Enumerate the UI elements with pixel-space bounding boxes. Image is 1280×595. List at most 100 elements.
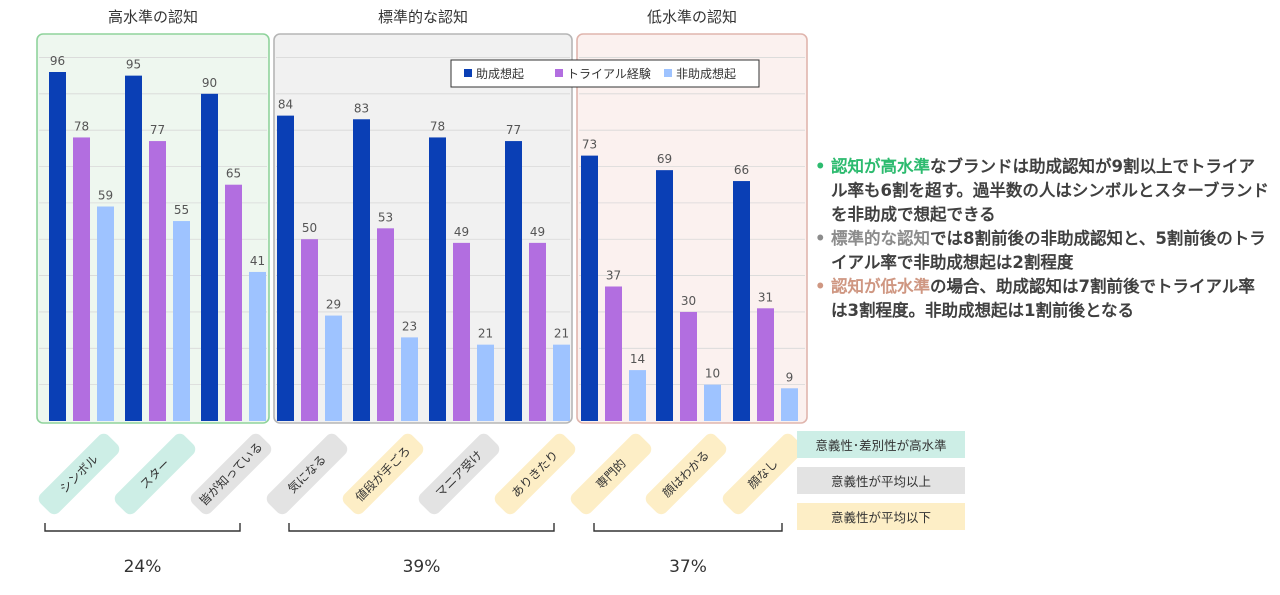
legend-label: 非助成想起 xyxy=(676,66,736,81)
category-tag: 顔はわかる xyxy=(645,433,727,515)
category-tag-bg xyxy=(418,433,500,515)
insight-notes: • 認知が高水準なブランドは助成認知が9割以上でトライアル率も6割を超す。過半数… xyxy=(815,155,1270,323)
bar xyxy=(249,271,266,421)
group-bracket xyxy=(44,523,241,532)
data-label: 49 xyxy=(454,225,469,239)
note-text: では8割前後の非助成認知と、5割前後のトライアル率で非助成想起は2割程度 xyxy=(831,229,1266,272)
category-tag-bg xyxy=(494,433,576,515)
bar xyxy=(656,170,673,421)
legend-box xyxy=(450,59,760,88)
bar xyxy=(680,311,697,421)
note-text: の場合、助成認知は7割前後でトライアル率は3割程度。非助成想起は1割前後となる xyxy=(831,277,1255,320)
data-label: 83 xyxy=(354,101,369,115)
data-label: 50 xyxy=(302,221,317,235)
bar xyxy=(353,119,370,422)
category-tag: マニア受け xyxy=(418,433,500,515)
bar xyxy=(429,137,446,421)
data-label: 66 xyxy=(734,163,749,177)
group-share: 39% xyxy=(403,557,441,577)
category-tag-bg xyxy=(266,433,348,515)
bar xyxy=(704,384,721,421)
category-tag: 皆が知っている xyxy=(190,433,272,515)
legend-swatch xyxy=(464,69,472,77)
category-label: 皆が知っている xyxy=(196,439,266,509)
bar xyxy=(325,315,342,421)
data-label: 77 xyxy=(506,123,521,137)
category-tag: 値段が手ごろ xyxy=(342,433,424,515)
bar xyxy=(605,286,622,421)
tag-legend-high: 意義性･差別性が高水準 xyxy=(797,431,965,458)
category-tag-bg xyxy=(190,433,272,515)
category-tag-bg xyxy=(722,433,804,515)
note-text: なブランドは助成認知が9割以上でトライアル率も6割を超す。過半数の人はシンボルと… xyxy=(831,157,1269,224)
group-share: 24% xyxy=(124,557,162,577)
data-label: 59 xyxy=(98,189,113,203)
note-bullet: • xyxy=(815,229,826,248)
note-bullet: • xyxy=(815,277,826,296)
bar xyxy=(529,242,546,421)
data-label: 14 xyxy=(630,352,645,366)
bar xyxy=(733,181,750,421)
bar xyxy=(581,155,598,422)
data-label: 90 xyxy=(202,76,217,90)
bar xyxy=(401,337,418,421)
bar xyxy=(225,184,242,421)
data-label: 30 xyxy=(681,294,696,308)
data-label: 21 xyxy=(478,327,493,341)
bar xyxy=(149,141,166,421)
note-low: • 認知が低水準の場合、助成認知は7割前後でトライアル率は3割程度。非助成想起は… xyxy=(815,275,1270,323)
bar xyxy=(505,141,522,421)
bar xyxy=(453,242,470,421)
bar xyxy=(757,308,774,421)
bar xyxy=(377,228,394,421)
category-tag: 顔なし xyxy=(722,433,804,515)
data-label: 31 xyxy=(758,290,773,304)
category-label: 値段が手ごろ xyxy=(352,443,414,505)
category-tag-bg xyxy=(342,433,424,515)
legend-label: 助成想起 xyxy=(476,66,524,81)
group-bracket xyxy=(593,523,783,532)
category-tag: ありきたり xyxy=(494,433,576,515)
category-tag-bg xyxy=(570,433,652,515)
group-title: 標準的な認知 xyxy=(378,8,468,26)
data-label: 55 xyxy=(174,203,189,217)
data-label: 69 xyxy=(657,152,672,166)
legend-swatch xyxy=(555,69,563,77)
category-tag-bg xyxy=(645,433,727,515)
data-label: 41 xyxy=(250,254,265,268)
bar xyxy=(73,137,90,421)
category-tag: シンボル xyxy=(38,433,120,515)
data-label: 77 xyxy=(150,123,165,137)
category-tag: 気になる xyxy=(266,433,348,515)
data-label: 53 xyxy=(378,210,393,224)
note-high: • 認知が高水準なブランドは助成認知が9割以上でトライアル率も6割を超す。過半数… xyxy=(815,155,1270,227)
data-label: 23 xyxy=(402,319,417,333)
bar xyxy=(781,388,798,421)
bar xyxy=(553,344,570,421)
note-highlight: 標準的な認知 xyxy=(831,229,930,248)
data-label: 10 xyxy=(705,367,720,381)
tag-legend-avg: 意義性が平均以上 xyxy=(797,467,965,494)
data-label: 21 xyxy=(554,327,569,341)
note-highlight: 認知が低水準 xyxy=(831,277,930,296)
data-label: 78 xyxy=(74,119,89,133)
legend-label: トライアル経験 xyxy=(567,66,651,81)
bar xyxy=(629,370,646,421)
data-label: 84 xyxy=(278,98,293,112)
data-label: 29 xyxy=(326,298,341,312)
bar xyxy=(277,115,294,421)
group-title: 高水準の認知 xyxy=(108,8,198,26)
bar xyxy=(49,72,66,421)
bar xyxy=(97,206,114,421)
data-label: 95 xyxy=(126,58,141,72)
data-label: 49 xyxy=(530,225,545,239)
category-tag: 専門的 xyxy=(570,433,652,515)
data-label: 37 xyxy=(606,268,621,282)
note-mid: • 標準的な認知では8割前後の非助成認知と、5割前後のトライアル率で非助成想起は… xyxy=(815,227,1270,275)
category-tag-bg xyxy=(38,433,120,515)
bar xyxy=(125,75,142,422)
data-label: 73 xyxy=(582,138,597,152)
note-highlight: 認知が高水準 xyxy=(831,157,930,176)
data-label: 9 xyxy=(786,370,794,384)
